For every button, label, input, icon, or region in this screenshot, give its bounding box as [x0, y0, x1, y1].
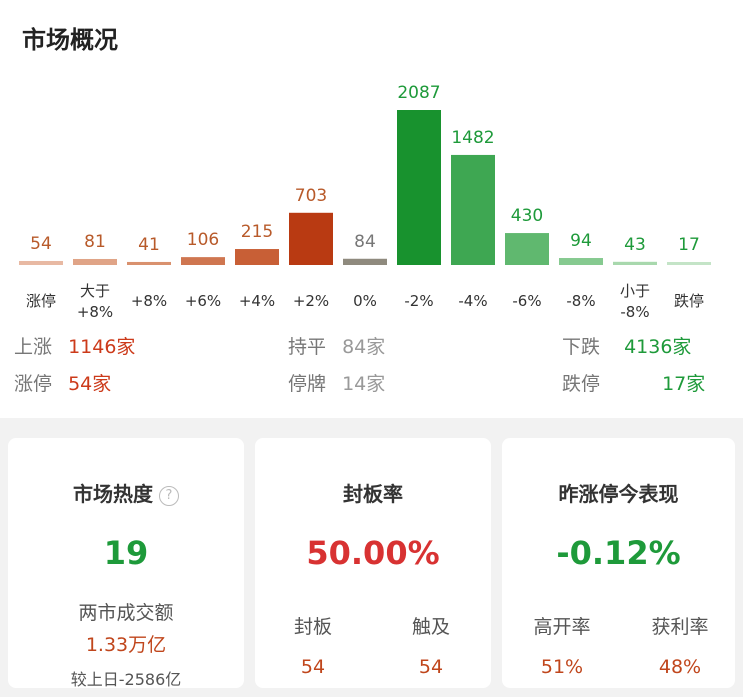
- stat-suspend-label: 停牌: [288, 373, 327, 395]
- bar-value-label-11: 43: [624, 235, 646, 255]
- bar-value-label-9: 430: [511, 206, 543, 226]
- stat-flat-value: 84家: [342, 336, 386, 358]
- profit-rate-label: 获利率: [651, 616, 709, 638]
- category-label-12: 跌停: [674, 292, 704, 310]
- stat-flat-label: 持平: [288, 336, 327, 358]
- sealed-label: 封板: [293, 616, 332, 638]
- stat-limit-down-label: 跌停: [562, 373, 601, 395]
- perf-value: -0.12%: [556, 534, 681, 572]
- market-overview-panel: 市场概况 54 涨停 81 大于 +8% 41 +8% 106 +6% 215 +4% 703 +2% 8…: [0, 0, 743, 418]
- bar-2: [127, 261, 171, 265]
- category-label-1-1: +8%: [77, 303, 113, 321]
- turnover-label: 两市成交额: [78, 602, 174, 624]
- seal-rate-card[interactable]: 封板率 50.00% 封板 触及 54 54: [255, 438, 491, 688]
- bar-value-label-5: 703: [295, 186, 327, 206]
- bar-value-label-10: 94: [570, 231, 592, 251]
- bar-9: [505, 233, 549, 265]
- bar-value-label-2: 41: [138, 235, 160, 255]
- bar-0: [19, 260, 63, 265]
- stat-limit-down: 跌停 17家: [562, 369, 705, 396]
- stat-limit-up: 涨停 54家: [14, 369, 111, 396]
- bar-10: [559, 258, 603, 265]
- category-label-2: +8%: [131, 292, 167, 310]
- category-label-1-0: 大于: [80, 282, 110, 300]
- open-rate-label: 高开率: [533, 616, 591, 638]
- sealed-value: 54: [300, 656, 326, 678]
- yesterday-limit-up-card[interactable]: 昨涨停今表现 -0.12% 高开率 获利率 51% 48%: [502, 438, 735, 688]
- bar-3: [181, 257, 225, 265]
- bar-value-label-1: 81: [84, 232, 106, 252]
- stat-limit-down-value: 17家: [662, 373, 706, 395]
- category-label-10: -8%: [566, 292, 595, 310]
- stat-limit-up-label: 涨停: [14, 373, 53, 395]
- category-label-6: 0%: [353, 292, 377, 310]
- perf-title: 昨涨停今表现: [558, 482, 679, 506]
- stat-suspend-value: 14家: [342, 373, 386, 395]
- bar-8: [451, 154, 495, 265]
- category-label-8: -4%: [458, 292, 487, 310]
- category-label-4: +4%: [239, 292, 275, 310]
- profit-rate-value: 48%: [658, 656, 702, 678]
- stat-suspend: 停牌 14家: [288, 369, 385, 396]
- market-heat-value: 19: [103, 534, 149, 572]
- bar-value-label-0: 54: [30, 234, 52, 254]
- category-label-3: +6%: [185, 292, 221, 310]
- bar-12: [667, 262, 711, 265]
- stat-flat: 持平 84家: [288, 332, 385, 359]
- bar-7: [397, 110, 441, 265]
- open-rate-value: 51%: [540, 656, 584, 678]
- stat-rise-label: 上涨: [14, 336, 53, 358]
- category-label-0: 涨停: [26, 292, 56, 310]
- stat-rise: 上涨 1146家: [14, 332, 135, 359]
- bar-4: [235, 249, 279, 265]
- category-label-11-0: 小于: [620, 282, 650, 300]
- bar-value-label-8: 1482: [451, 128, 494, 148]
- turnover-compare: 较上日-2586亿: [70, 670, 182, 689]
- bar-value-label-4: 215: [241, 222, 273, 242]
- stat-fall-value: 4136家: [624, 336, 692, 358]
- touched-label: 触及: [411, 616, 450, 638]
- bar-11: [613, 261, 657, 265]
- bar-5: [289, 212, 333, 265]
- category-label-11-1: -8%: [620, 303, 649, 321]
- bar-value-label-6: 84: [354, 232, 376, 252]
- stat-rise-value: 1146家: [68, 336, 136, 358]
- category-label-7: -2%: [404, 292, 433, 310]
- stat-fall: 下跌 4136家: [562, 332, 691, 359]
- distribution-bar-chart: 54 涨停 81 大于 +8% 41 +8% 106 +6% 215 +4% 703 +2% 84 0% 20…: [19, 83, 711, 321]
- page-title: 市场概况: [22, 26, 118, 54]
- seal-rate-value: 50.00%: [306, 534, 440, 572]
- market-heat-title: 市场热度: [73, 482, 153, 506]
- market-heat-title-row: 市场热度?: [8, 478, 244, 507]
- bar-6: [343, 258, 387, 265]
- bar-value-label-7: 2087: [397, 83, 440, 103]
- cards-row: 市场热度? 19 两市成交额 1.33万亿 较上日-2586亿 封板率 50.0…: [0, 418, 743, 697]
- turnover-value: 1.33万亿: [85, 634, 167, 656]
- category-label-5: +2%: [293, 292, 329, 310]
- market-heat-card[interactable]: 市场热度? 19 两市成交额 1.33万亿 较上日-2586亿: [8, 438, 244, 689]
- seal-rate-title: 封板率: [343, 482, 403, 506]
- stat-fall-label: 下跌: [562, 336, 601, 358]
- touched-value: 54: [418, 656, 444, 678]
- bar-value-label-3: 106: [187, 230, 219, 250]
- category-label-9: -6%: [512, 292, 541, 310]
- help-icon[interactable]: ?: [159, 485, 179, 506]
- bar-1: [73, 258, 117, 265]
- bar-value-label-12: 17: [678, 235, 700, 255]
- stat-limit-up-value: 54家: [68, 373, 112, 395]
